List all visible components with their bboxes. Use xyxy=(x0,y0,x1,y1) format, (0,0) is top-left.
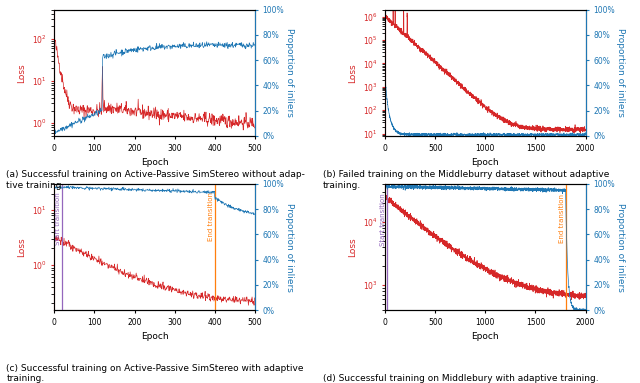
Text: Start transition: Start transition xyxy=(380,194,386,246)
Y-axis label: Proportion of inliers: Proportion of inliers xyxy=(285,203,294,291)
Y-axis label: Proportion of inliers: Proportion of inliers xyxy=(285,28,294,117)
Text: (d) Successful training on Middlebury with adaptive training.: (d) Successful training on Middlebury wi… xyxy=(323,374,599,383)
Text: (b) Failed training on the Middleburry dataset without adaptive
training.: (b) Failed training on the Middleburry d… xyxy=(323,170,609,190)
Text: (a) Successful training on Active-Passive SimStereo without adap-
tive training: (a) Successful training on Active-Passiv… xyxy=(6,170,305,190)
Y-axis label: Loss: Loss xyxy=(17,237,26,257)
Y-axis label: Loss: Loss xyxy=(348,237,357,257)
Y-axis label: Loss: Loss xyxy=(348,63,357,83)
Text: End transition: End transition xyxy=(559,194,564,243)
X-axis label: Epoch: Epoch xyxy=(141,332,168,341)
Y-axis label: Proportion of inliers: Proportion of inliers xyxy=(616,28,625,117)
Text: End transition: End transition xyxy=(207,192,214,241)
Y-axis label: Loss: Loss xyxy=(17,63,26,83)
X-axis label: Epoch: Epoch xyxy=(141,158,168,167)
Text: (c) Successful training on Active-Passive SimStereo with adaptive
training.: (c) Successful training on Active-Passiv… xyxy=(6,363,304,383)
Y-axis label: Proportion of inliers: Proportion of inliers xyxy=(616,203,625,291)
X-axis label: Epoch: Epoch xyxy=(472,158,499,167)
X-axis label: Epoch: Epoch xyxy=(472,332,499,341)
Text: Start transition: Start transition xyxy=(55,192,61,245)
